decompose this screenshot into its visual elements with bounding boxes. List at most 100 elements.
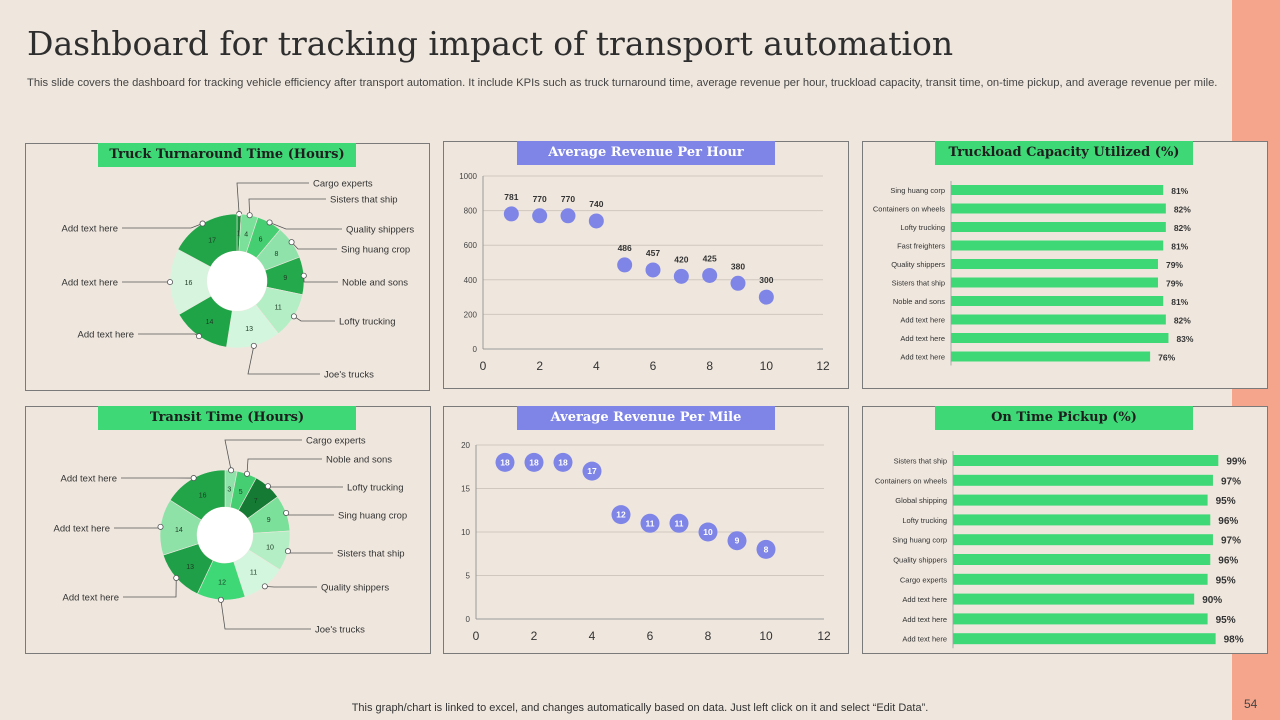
leader-line [287,550,333,554]
leader-dot [217,596,224,603]
bar-value: 81% [1171,242,1188,252]
leader-dot [284,548,291,555]
bar [953,494,1208,506]
slice-label: Add text here [60,474,117,485]
bar [953,534,1213,546]
slice-label: Joe's trucks [324,370,374,381]
donut-hole [207,251,267,311]
y-tick-label: 20 [461,441,470,450]
leader-line [246,458,322,474]
leader-dot [173,574,180,581]
x-tick-label: 8 [706,359,713,373]
leader-line [114,526,161,529]
bar [951,259,1158,269]
y-tick-label: 5 [466,572,471,581]
category-label: Quality shippers [891,260,945,269]
scatter-chart[interactable]: 0 200 400 600 800 1000 0 2 4 6 8 10 12 781 770 770 740 48… [444,142,850,390]
category-label: Cargo experts [900,575,947,584]
x-tick-label: 10 [759,629,773,643]
data-label: 770 [561,194,575,204]
leader-dot [190,475,197,482]
slice-value: 6 [259,237,263,244]
category-label: Containers on wheels [875,476,947,485]
x-tick-label: 12 [817,629,831,643]
category-label: Sisters that ship [894,457,947,466]
bar [953,613,1208,625]
y-tick-label: 1000 [459,172,477,181]
bar [951,222,1166,232]
category-label: Sisters that ship [892,279,945,288]
donut-chart[interactable]: 1 Cargo experts 4 Sisters that ship 6 Quality… [26,144,431,392]
page-subtitle: This slide covers the dashboard for trac… [27,77,1218,89]
bar-chart[interactable]: Sing huang corp 81% Containers on wheels 82… [863,142,1269,390]
bar [951,203,1166,214]
y-tick-label: 600 [464,241,478,250]
data-label: 11 [675,518,684,528]
leader-line [267,485,343,488]
data-point [730,275,746,291]
bar [951,277,1158,288]
leader-line [269,222,342,230]
slice-label: Joe's trucks [315,625,365,636]
bar-value: 76% [1158,353,1175,363]
slice-value: 3 [227,487,231,494]
category-label: Add text here [902,635,947,644]
leader-line [291,241,337,250]
x-tick-label: 6 [650,359,657,373]
data-point [524,452,544,472]
x-tick-label: 10 [760,359,774,373]
bar-chart[interactable]: Sisters that ship 99% Containers on wheels… [863,407,1269,655]
leader-dot [250,342,257,349]
bar [951,314,1166,325]
bar-value: 82% [1174,223,1191,233]
slice-label: Add text here [62,593,119,604]
slice-label: Quality shippers [321,583,389,594]
bar-value: 82% [1174,316,1191,326]
bar-value: 96% [1218,516,1238,527]
data-label: 486 [618,243,632,253]
y-tick-label: 10 [461,528,470,537]
category-label: Global shipping [895,496,947,505]
category-label: Add text here [900,353,945,362]
data-point [645,262,661,278]
scatter-chart[interactable]: 0 5 10 15 20 0 2 4 6 8 10 12 18 18 18 17 12 11 11 10 9 8 [444,407,850,655]
slice-value: 10 [266,545,274,552]
slice-value: 14 [206,319,214,326]
data-point [588,213,604,229]
category-label: Add text here [900,334,945,343]
slice-value: 9 [267,517,271,524]
panel-truck-turnaround: Truck Turnaround Time (Hours) 1 Cargo exp… [25,143,430,391]
slice-value: 17 [208,237,216,244]
bar [953,633,1216,645]
page-number: 54 [1244,697,1258,711]
data-point [727,531,747,551]
bar [953,474,1213,486]
leader-line [224,439,302,471]
y-tick-label: 0 [466,615,471,624]
chart-title: Truckload Capacity Utilized (%) [935,141,1193,165]
bar [953,554,1211,565]
bar-value: 99% [1226,457,1246,468]
slice-value: 5 [239,489,243,496]
data-label: 9 [735,536,740,546]
slice-label: Cargo experts [313,179,373,190]
slice-value: 11 [275,305,282,312]
bar [951,351,1151,362]
leader-line [285,512,334,516]
category-label: Lofty trucking [902,516,947,525]
x-tick-label: 0 [480,359,487,373]
donut-chart[interactable]: 3 Cargo experts 5 Noble and sons 7 Lofty truc… [26,407,432,655]
leader-line [220,599,311,630]
slice-value: 16 [185,280,193,287]
leader-line [122,223,203,229]
data-point [756,539,776,559]
slice-label: Cargo experts [306,436,366,447]
slice-label: Noble and sons [342,278,408,289]
data-label: 380 [731,261,745,271]
slice-label: Lofty trucking [339,317,396,328]
slice-value: 14 [175,527,183,534]
slice-label: Add text here [53,524,110,535]
data-label: 740 [589,199,603,209]
bar-value: 95% [1216,615,1236,626]
slice-label: Sisters that ship [330,195,398,206]
